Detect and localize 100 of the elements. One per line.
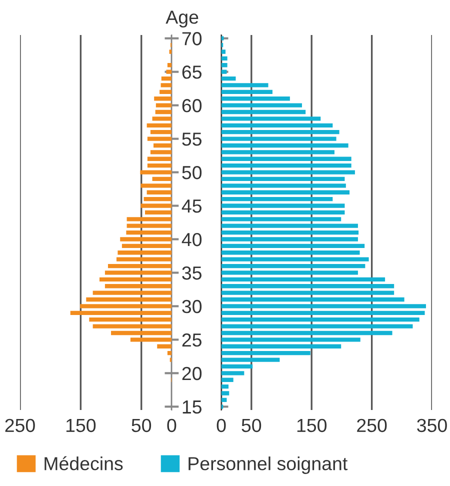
x-tick-label: 50 (242, 418, 262, 432)
bar (166, 70, 172, 74)
bar (221, 56, 228, 61)
bar (221, 358, 280, 362)
bar (221, 230, 359, 235)
bar (140, 170, 172, 174)
bar (221, 310, 425, 315)
y-tick-label: 35 (182, 266, 202, 280)
bar (155, 110, 172, 114)
bar (153, 143, 172, 148)
bar (116, 257, 172, 262)
bar (221, 257, 369, 262)
bar (221, 384, 229, 389)
bar (118, 250, 172, 255)
x-tick-label: 50 (132, 418, 152, 432)
bar (221, 304, 426, 308)
bar (156, 103, 172, 108)
bar (221, 156, 352, 161)
bar (221, 103, 302, 108)
bar (221, 184, 346, 188)
bar (221, 130, 340, 134)
bar (221, 324, 413, 328)
bar (221, 330, 392, 336)
bar (221, 264, 366, 268)
bar (140, 184, 172, 188)
bar (221, 143, 348, 148)
bar (221, 170, 355, 174)
bar (221, 90, 272, 94)
bar (144, 196, 172, 202)
bar (167, 63, 172, 68)
bar (221, 338, 360, 342)
bar (221, 164, 352, 168)
bar (147, 156, 172, 161)
y-tick-label: 15 (182, 400, 202, 414)
y-tick-label: 30 (182, 300, 202, 314)
bar (221, 136, 336, 141)
bar (111, 330, 172, 336)
bar (221, 76, 236, 81)
x-tick-label: 350 (417, 418, 447, 432)
bar (221, 190, 350, 194)
legend-label: Personnel soignant (188, 456, 348, 474)
bar (221, 250, 360, 255)
bar (108, 264, 172, 268)
bar (221, 83, 268, 88)
y-tick-label: 20 (182, 366, 202, 380)
bar (70, 310, 172, 315)
y-tick-label: 70 (182, 32, 202, 46)
bar (221, 351, 310, 356)
bar (161, 76, 172, 81)
bar (130, 338, 172, 342)
y-tick-label: 55 (182, 132, 202, 146)
bar (221, 244, 365, 248)
bar (221, 123, 333, 128)
bar (126, 230, 172, 235)
bar (221, 318, 420, 322)
bar (221, 217, 342, 222)
bar (160, 83, 172, 88)
bar (221, 196, 333, 202)
bar (89, 318, 172, 322)
bar (221, 364, 253, 369)
x-tick-label: 250 (357, 418, 387, 432)
bar (150, 150, 172, 154)
bar (221, 96, 290, 101)
y-tick-label: 50 (182, 166, 202, 180)
bar (221, 344, 342, 348)
bar (221, 224, 358, 228)
bar (145, 210, 172, 215)
y-tick-label: 60 (182, 99, 202, 112)
bar (221, 176, 345, 182)
bar (160, 90, 172, 94)
bar (221, 63, 228, 68)
bar (146, 190, 172, 194)
bar (146, 123, 172, 128)
bar (167, 351, 172, 356)
bar (154, 96, 172, 101)
bar (150, 130, 172, 134)
bar (221, 210, 345, 215)
bar (221, 290, 394, 295)
bar (221, 237, 358, 242)
bar (221, 284, 394, 288)
bar (120, 237, 172, 242)
bar (126, 217, 172, 222)
y-tick-label: 65 (182, 66, 202, 79)
bar (221, 110, 306, 114)
x-tick-label: 150 (297, 418, 327, 432)
bar (221, 277, 386, 282)
x-tick-label: 150 (66, 418, 96, 432)
bar (221, 50, 226, 54)
bar (221, 297, 404, 302)
bar (99, 277, 172, 282)
bar (104, 284, 172, 288)
bar (126, 224, 172, 228)
bar (221, 204, 345, 208)
bar (221, 270, 358, 275)
bar (152, 116, 172, 121)
bar (221, 116, 321, 121)
bar (157, 344, 172, 348)
bar (221, 378, 234, 382)
bar (221, 150, 334, 154)
bar (221, 371, 244, 376)
